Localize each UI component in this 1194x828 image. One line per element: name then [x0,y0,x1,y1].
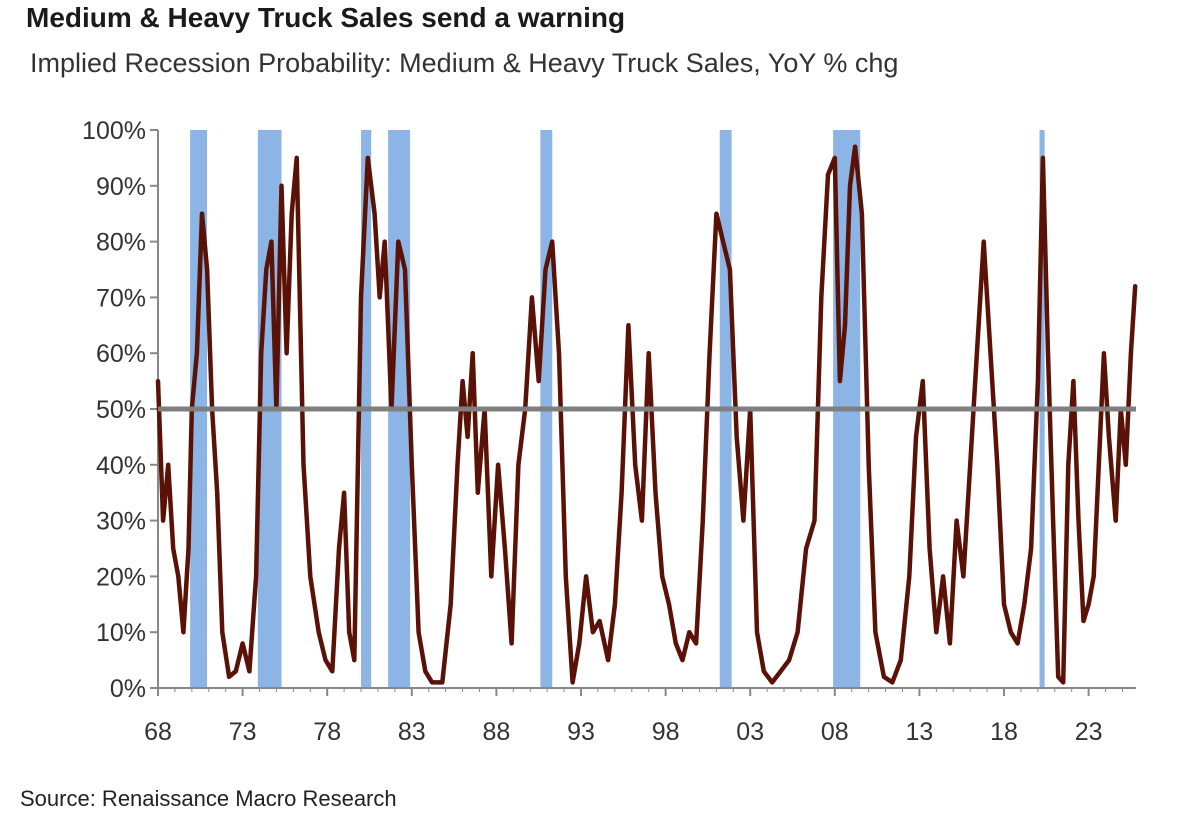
y-tick-label: 0% [110,675,146,703]
x-tick-label: 68 [144,718,172,746]
tick-labels: 0% 10% 20% 30% 40% 50% 60% 70% 80% 90% 100% 68 73 78 8… [82,117,1102,746]
y-tick-label: 60% [96,340,146,368]
chart-title: Medium & Heavy Truck Sales send a warnin… [26,2,626,33]
y-tick-label: 20% [96,563,146,591]
y-tick-label: 10% [96,619,146,647]
x-tick-label: 73 [229,718,257,746]
x-tick-label: 23 [1075,718,1103,746]
x-tick-label: 88 [483,718,511,746]
x-tick-label: 18 [990,718,1018,746]
series-layer [155,144,1138,685]
y-tick-label: 40% [96,452,146,480]
x-tick-label: 13 [906,718,934,746]
y-tick-label: 70% [96,284,146,312]
chart-subtitle: Implied Recession Probability: Medium & … [30,48,899,78]
y-tick-label: 30% [96,508,146,536]
x-tick-label: 08 [821,718,849,746]
y-tick-label: 100% [82,117,146,145]
x-tick-label: 83 [398,718,426,746]
y-tick-label: 80% [96,229,146,257]
chart-source: Source: Renaissance Macro Research [20,786,397,811]
y-tick-label: 90% [96,173,146,201]
series-line [155,144,1138,685]
x-tick-label: 03 [736,718,764,746]
x-tick-label: 78 [313,718,341,746]
x-tick-label: 98 [652,718,680,746]
x-tick-label: 93 [567,718,595,746]
y-tick-label: 50% [96,396,146,424]
